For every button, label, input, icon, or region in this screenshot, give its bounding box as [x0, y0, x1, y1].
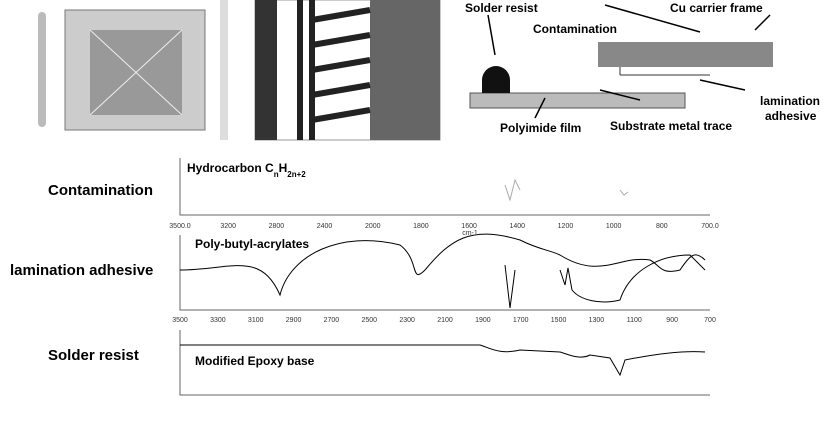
tick-label: 2700: [324, 317, 340, 324]
tick-label: 2000: [365, 223, 381, 230]
tick-label: 1500: [551, 317, 567, 324]
tick-label: 700: [704, 317, 716, 324]
tick-label: 1200: [558, 223, 574, 230]
package-photo: [38, 0, 228, 140]
tick-label: 1400: [509, 223, 525, 230]
label: Solder resist: [465, 1, 538, 15]
tick-label: 3500: [172, 317, 188, 324]
compound: Poly-butyl-acrylates: [195, 237, 309, 251]
compound-part: H: [279, 161, 288, 175]
tick-label: 1300: [589, 317, 605, 324]
tick-label: 2500: [361, 317, 377, 324]
compound: Modified Epoxy base: [195, 354, 315, 368]
tick-label: 1000: [606, 223, 622, 230]
tick-label: 3200: [220, 223, 236, 230]
cross-section: Solder resist Contamination Cu carrier f…: [465, 1, 820, 135]
unit: cm-1: [462, 230, 478, 237]
compound-part: Modified Epoxy base: [195, 354, 315, 368]
spectrum-label: Contamination: [48, 182, 153, 199]
tick-label: 1800: [413, 223, 429, 230]
tick-label: 2900: [286, 317, 302, 324]
label: Substrate metal trace: [610, 119, 732, 133]
tick-label: 3500.0: [169, 223, 191, 230]
compound-part: Poly-butyl-acrylates: [195, 237, 309, 251]
tick-label: 700.0: [701, 223, 719, 230]
compound: Hydrocarbon CnH2n+2: [187, 161, 306, 179]
tick-label: 800: [656, 223, 668, 230]
compound-part: 2n+2: [287, 170, 306, 179]
tick-label: 2100: [437, 317, 453, 324]
tick-label: 3100: [248, 317, 264, 324]
label: Contamination: [533, 22, 617, 36]
tick-label: 2800: [269, 223, 285, 230]
tick-label: 1900: [475, 317, 491, 324]
spectrum-label: lamination adhesive: [10, 262, 153, 279]
figure: Solder resist Contamination Cu carrier f…: [0, 0, 827, 422]
compound-part: Hydrocarbon C: [187, 161, 274, 175]
label: Polyimide film: [500, 121, 581, 135]
tick-label: 3300: [210, 317, 226, 324]
tick-label: 2300: [399, 317, 415, 324]
tick-label: 2400: [317, 223, 333, 230]
spectrum-label: Solder resist: [48, 347, 139, 364]
tick-label: 900: [666, 317, 678, 324]
tick-label: 1100: [627, 317, 642, 324]
label: adhesive: [765, 109, 817, 123]
tick-label: 1600: [461, 223, 477, 230]
trace-photo: [255, 0, 440, 140]
tick-label: 1700: [513, 317, 529, 324]
label: Cu carrier frame: [670, 1, 763, 15]
label: lamination: [760, 94, 820, 108]
